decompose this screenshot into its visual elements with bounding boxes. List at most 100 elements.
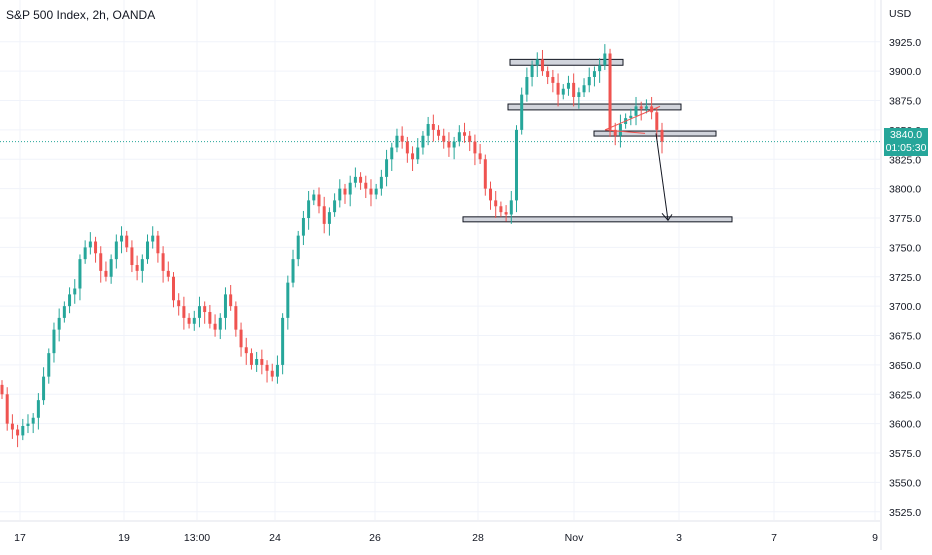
candle-body <box>520 94 524 130</box>
candle-body <box>411 153 415 160</box>
candle-body <box>10 423 14 430</box>
candle-body <box>369 188 373 195</box>
candle-body <box>431 124 435 130</box>
wedge-pattern <box>604 105 661 134</box>
candle-body <box>52 329 56 354</box>
candle-body <box>473 141 477 154</box>
candle-body <box>255 359 259 365</box>
axes: 3925.03900.03875.03850.03825.03800.03775… <box>0 0 921 550</box>
candle-body <box>540 59 544 72</box>
candle-body <box>374 188 378 195</box>
candle-body <box>177 300 181 307</box>
time-tick-label: 28 <box>472 532 484 544</box>
candle-body <box>260 359 264 365</box>
candle-body <box>447 141 451 148</box>
price-tick-label: 3925.0 <box>889 37 921 49</box>
candle-body <box>385 159 389 177</box>
time-tick-label: 13:00 <box>184 532 210 544</box>
candle-body <box>546 71 550 78</box>
candle-body <box>281 317 285 365</box>
candle-body <box>26 423 30 426</box>
candle-body <box>42 376 46 401</box>
last-price-value: 3840.0 <box>889 128 923 141</box>
candle-body <box>629 115 633 119</box>
time-tick-label: 7 <box>771 532 777 544</box>
candle-body <box>130 247 134 266</box>
candle-body <box>120 235 124 242</box>
candle-body <box>73 288 77 295</box>
price-tick-label: 3775.0 <box>889 213 921 225</box>
candle-body <box>57 317 61 330</box>
candle-body <box>504 212 508 215</box>
candle-body <box>213 323 217 330</box>
candle-body <box>234 306 238 330</box>
price-tick-label: 3750.0 <box>889 242 921 254</box>
candle-body <box>572 82 576 97</box>
candle-body <box>468 135 472 142</box>
candle-body <box>489 188 493 201</box>
candle-body <box>478 153 482 160</box>
candle-body <box>317 194 321 207</box>
candle-body <box>551 77 555 83</box>
candles <box>0 44 664 448</box>
candle-body <box>364 182 368 189</box>
candle-body <box>639 106 643 109</box>
price-tick-label: 3575.0 <box>889 448 921 460</box>
candle-body <box>327 212 331 224</box>
candle-body <box>405 141 409 154</box>
candle-body <box>483 159 487 189</box>
candle-body <box>99 253 103 271</box>
time-tick-label: 17 <box>14 532 26 544</box>
price-tick-label: 3800.0 <box>889 184 921 196</box>
candle-body <box>78 259 82 289</box>
time-tick-label: 19 <box>118 532 130 544</box>
candle-body <box>343 188 347 195</box>
candle-body <box>151 235 155 242</box>
candle-body <box>603 53 607 66</box>
candle-body <box>125 235 129 248</box>
candle-body <box>291 259 295 283</box>
candle-body <box>296 235 300 260</box>
price-tick-label: 3675.0 <box>889 331 921 343</box>
grid <box>0 0 880 520</box>
zones <box>462 58 733 223</box>
candle-body <box>83 247 87 260</box>
candle-body <box>203 306 207 313</box>
candle-body <box>265 364 269 371</box>
candle-body <box>494 200 498 207</box>
time-tick-label: Nov <box>565 532 584 544</box>
candle-body <box>463 132 467 136</box>
annotations <box>604 105 673 222</box>
price-tick-label: 3550.0 <box>889 477 921 489</box>
candle-body <box>218 317 222 330</box>
time-tick-label: 26 <box>369 532 381 544</box>
candle-body <box>109 259 113 277</box>
candle-body <box>104 270 108 277</box>
candle-body <box>561 88 565 95</box>
countdown-timer: 01:05:30 <box>885 141 927 154</box>
candle-body <box>114 241 118 260</box>
zone-mid <box>507 103 682 111</box>
candle-body <box>286 282 290 318</box>
candle-body <box>21 425 25 436</box>
price-tick-label: 3650.0 <box>889 360 921 372</box>
candle-body <box>348 182 352 195</box>
candle-body <box>47 353 51 377</box>
candle-body <box>400 135 404 142</box>
candle-body <box>655 112 659 130</box>
candle-body <box>140 259 144 271</box>
candle-body <box>333 200 337 213</box>
zone-resistance <box>509 58 624 66</box>
candle-body <box>270 370 274 377</box>
time-tick-label: 24 <box>269 532 281 544</box>
candle-body <box>416 147 420 160</box>
candle-body <box>208 312 212 324</box>
candle-body <box>613 129 617 136</box>
time-tick-label: 9 <box>872 532 878 544</box>
price-tick-label: 3725.0 <box>889 272 921 284</box>
candle-body <box>0 384 4 395</box>
price-tick-label: 3525.0 <box>889 507 921 519</box>
price-tick-label: 3875.0 <box>889 96 921 108</box>
